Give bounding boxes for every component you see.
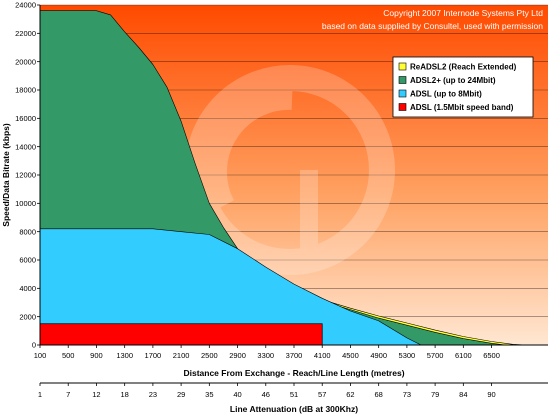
y-tick-label-1: 2000 <box>19 312 36 321</box>
x2-axis-title: Line Attenuation (dB at 300Khz) <box>230 404 358 414</box>
y-tick-label-6: 12000 <box>15 171 36 180</box>
x-tick-label-3: 1300 <box>116 351 133 360</box>
x-tick-label-11: 4500 <box>342 351 359 360</box>
legend-label-1: ADSL2+ (up to 24Mbit) <box>410 76 496 85</box>
x2-tick-label-8: 46 <box>262 390 270 399</box>
x-tick-label-6: 2500 <box>201 351 218 360</box>
x2-tick-label-2: 12 <box>92 390 100 399</box>
legend-label-0: ReADSL2 (Reach Extended) <box>410 63 517 72</box>
y-tick-label-12: 24000 <box>15 1 36 10</box>
legend-swatch-0 <box>398 62 407 71</box>
x-tick-label-2: 900 <box>90 351 103 360</box>
x2-tick-label-13: 73 <box>403 390 411 399</box>
series-areas <box>39 10 528 346</box>
y-tick-label-10: 20000 <box>15 57 36 66</box>
y-tick-label-4: 8000 <box>19 227 36 236</box>
copyright-line-2: based on data supplied by Consultel, use… <box>322 21 543 31</box>
y-tick-label-2: 4000 <box>19 284 36 293</box>
x2-tick-label-14: 79 <box>431 390 439 399</box>
x-tick-label-4: 1700 <box>145 351 162 360</box>
x-tick-label-13: 5300 <box>399 351 416 360</box>
x-tick-labels: 100 500 900 1300 1700 2100 2500 2900 3300 3700 410… <box>34 345 500 360</box>
x-tick-label-10: 4100 <box>314 351 331 360</box>
x2-tick-label-12: 68 <box>374 390 382 399</box>
y-tick-label-8: 16000 <box>15 114 36 123</box>
x2-tick-label-5: 29 <box>177 390 185 399</box>
x-tick-label-14: 5700 <box>427 351 444 360</box>
x-tick-label-9: 3700 <box>286 351 303 360</box>
y-tick-label-9: 18000 <box>15 86 36 95</box>
y-tick-label-11: 22000 <box>15 29 36 38</box>
x2-tick-label-11: 62 <box>346 390 354 399</box>
x2-tick-label-1: 7 <box>66 390 70 399</box>
x2-tick-label-16: 90 <box>487 390 495 399</box>
x2-tick-label-6: 35 <box>205 390 213 399</box>
legend-label-3: ADSL (1.5Mbit speed band) <box>410 103 514 112</box>
y-tick-label-3: 6000 <box>19 256 36 265</box>
y-tick-labels: 0 2000 4000 6000 8000 10000 12000 14000 16000 180… <box>15 1 40 350</box>
y-tick-label-0: 0 <box>32 341 36 350</box>
x2-tick-label-7: 40 <box>233 390 241 399</box>
x-tick-label-1: 500 <box>62 351 75 360</box>
legend-label-2: ADSL (up to 8Mbit) <box>410 90 482 99</box>
legend-swatch-2 <box>398 89 407 98</box>
x-axis-title: Distance From Exchange - Reach/Line Leng… <box>183 368 404 378</box>
legend-box <box>392 56 534 118</box>
x-tick-label-12: 4900 <box>370 351 387 360</box>
x-tick-label-5: 2100 <box>173 351 190 360</box>
watermark-logo <box>185 65 395 275</box>
legend-swatch-1 <box>398 76 407 84</box>
x-tick-label-8: 3300 <box>257 351 274 360</box>
y-tick-label-7: 14000 <box>15 142 36 151</box>
x2-tick-label-0: 1 <box>38 390 42 399</box>
x2-tick-label-10: 57 <box>318 390 326 399</box>
x2-tick-label-3: 18 <box>120 390 128 399</box>
legend-swatch-3 <box>398 103 407 111</box>
copyright-line-1: Copyright 2007 Internode Systems Pty Ltd <box>383 8 543 18</box>
series-3-area <box>39 323 323 346</box>
x2-tick-label-9: 51 <box>290 390 298 399</box>
x2-tick-label-4: 23 <box>149 390 157 399</box>
x-tick-label-16: 6500 <box>483 351 500 360</box>
x2-tick-labels: 1 7 12 18 23 29 35 40 46 51 57 62 68 73 79 84 90 <box>38 383 496 399</box>
y-tick-label-5: 10000 <box>15 199 36 208</box>
legend: ReADSL2 (Reach Extended) ADSL2+ (up to 24… <box>392 56 534 118</box>
x-tick-label-15: 6100 <box>455 351 472 360</box>
x2-tick-label-15: 84 <box>459 390 467 399</box>
series-2-area <box>39 228 422 346</box>
x-tick-label-0: 100 <box>34 351 47 360</box>
x-tick-label-7: 2900 <box>229 351 246 360</box>
y-axis-title: Speed/Data Bitrate (kbps) <box>1 123 11 227</box>
